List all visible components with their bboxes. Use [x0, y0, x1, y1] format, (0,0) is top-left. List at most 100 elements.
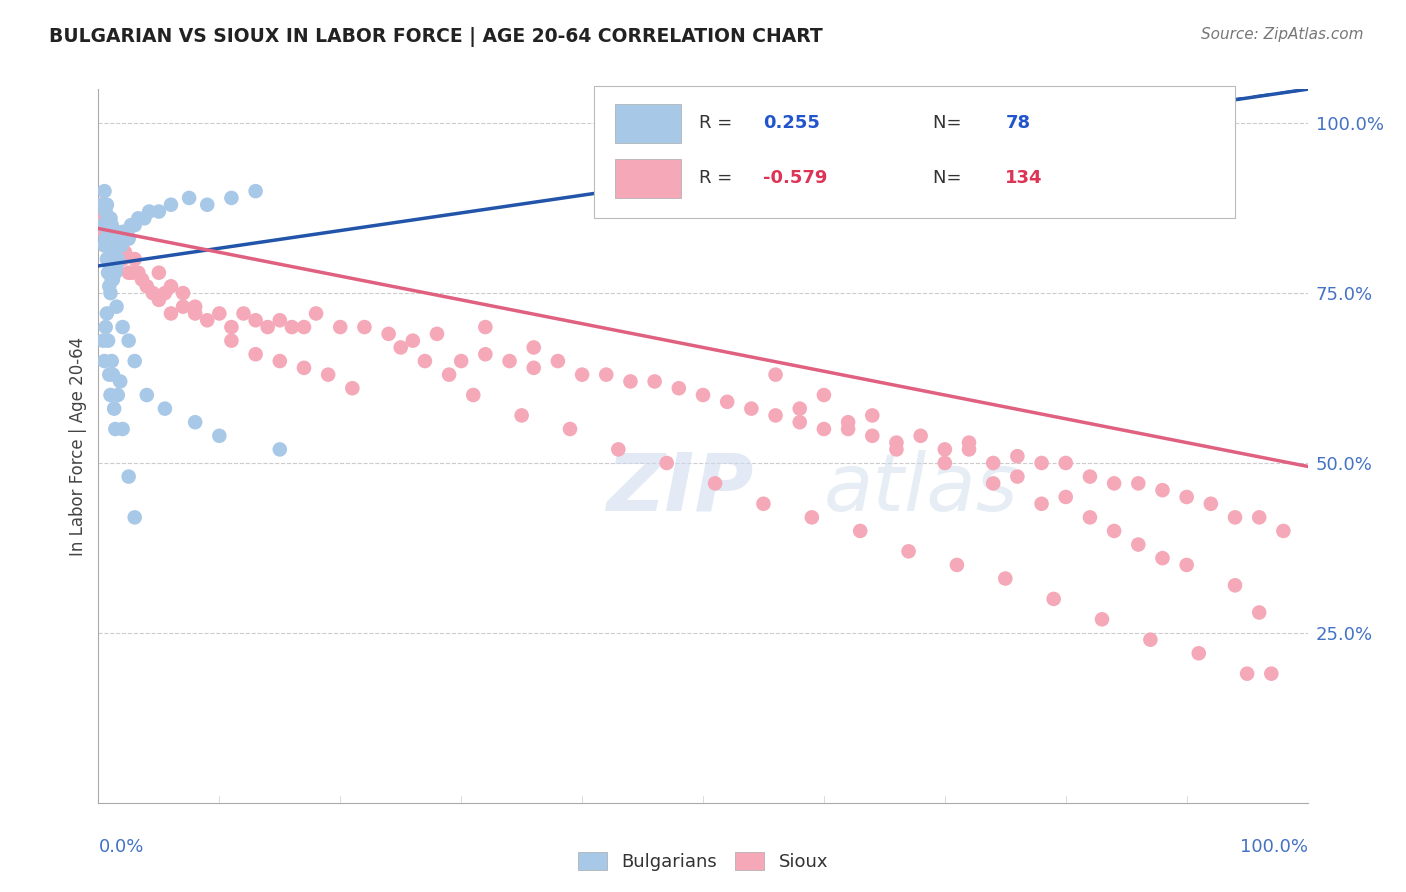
Point: [91, 198, 114, 212]
Point: [127, 266, 149, 280]
Point: [1054, 490, 1077, 504]
Point: [1188, 646, 1211, 660]
Point: [96, 252, 118, 266]
FancyBboxPatch shape: [614, 159, 682, 198]
Point: [1236, 666, 1258, 681]
Text: 134: 134: [1005, 169, 1043, 187]
Point: [377, 326, 399, 341]
Point: [316, 368, 339, 382]
Point: [148, 293, 170, 307]
Point: [245, 347, 267, 361]
Point: [120, 218, 142, 232]
Text: atlas: atlas: [824, 450, 1019, 528]
Text: 0.0%: 0.0%: [98, 838, 143, 856]
Point: [103, 259, 125, 273]
Point: [124, 510, 146, 524]
Text: 100.0%: 100.0%: [1240, 838, 1308, 856]
Point: [957, 435, 980, 450]
Point: [115, 232, 138, 246]
Point: [474, 347, 496, 361]
Text: 0.255: 0.255: [763, 114, 820, 132]
Point: [100, 238, 122, 252]
Point: [655, 456, 678, 470]
Point: [93, 354, 115, 368]
Point: [103, 232, 125, 246]
Point: [1260, 666, 1282, 681]
Y-axis label: In Labor Force | Age 20-64: In Labor Force | Age 20-64: [69, 336, 87, 556]
Point: [837, 422, 859, 436]
Point: [474, 320, 496, 334]
Point: [124, 354, 146, 368]
Point: [91, 218, 114, 232]
Point: [96, 238, 118, 252]
Point: [1223, 578, 1246, 592]
Point: [860, 429, 883, 443]
Point: [97, 238, 120, 252]
Point: [981, 476, 1004, 491]
Point: [101, 272, 124, 286]
Point: [994, 572, 1017, 586]
Point: [96, 218, 118, 232]
Point: [160, 306, 183, 320]
Point: [111, 422, 134, 436]
Point: [105, 238, 128, 252]
Point: [103, 245, 125, 260]
Point: [1199, 497, 1222, 511]
Text: BULGARIAN VS SIOUX IN LABOR FORCE | AGE 20-64 CORRELATION CHART: BULGARIAN VS SIOUX IN LABOR FORCE | AGE …: [49, 27, 823, 46]
Text: 78: 78: [1005, 114, 1031, 132]
Point: [837, 415, 859, 429]
Text: R =: R =: [699, 169, 738, 187]
Point: [160, 279, 183, 293]
Point: [117, 225, 139, 239]
Point: [91, 218, 114, 232]
Point: [108, 238, 131, 252]
FancyBboxPatch shape: [614, 103, 682, 143]
Point: [523, 360, 546, 375]
Point: [305, 306, 328, 320]
Point: [94, 232, 117, 246]
Point: [1078, 510, 1101, 524]
Point: [172, 300, 194, 314]
Point: [245, 184, 267, 198]
Point: [1249, 510, 1271, 524]
Point: [135, 279, 157, 293]
Point: [692, 388, 714, 402]
Point: [104, 422, 127, 436]
Point: [221, 191, 243, 205]
Point: [101, 368, 124, 382]
Point: [142, 286, 165, 301]
Point: [111, 252, 134, 266]
Point: [957, 442, 980, 457]
Point: [100, 211, 122, 226]
Point: [148, 204, 170, 219]
Point: [97, 266, 120, 280]
Point: [1042, 591, 1064, 606]
Point: [342, 381, 364, 395]
Point: [118, 232, 141, 246]
Point: [450, 354, 472, 368]
Point: [108, 238, 131, 252]
Point: [1102, 524, 1125, 538]
Point: [1152, 551, 1174, 566]
Point: [98, 279, 121, 293]
Point: [124, 218, 146, 232]
Text: Source: ZipAtlas.com: Source: ZipAtlas.com: [1201, 27, 1364, 42]
Point: [121, 266, 143, 280]
Point: [107, 252, 129, 266]
Point: [789, 401, 811, 416]
Point: [1102, 476, 1125, 491]
Point: [232, 306, 254, 320]
Point: [112, 232, 135, 246]
Point: [94, 204, 117, 219]
Legend: Bulgarians, Sioux: Bulgarians, Sioux: [571, 845, 835, 879]
Point: [107, 232, 129, 246]
Point: [184, 300, 207, 314]
Point: [104, 238, 127, 252]
Point: [644, 375, 666, 389]
Point: [1078, 469, 1101, 483]
Text: -0.579: -0.579: [763, 169, 828, 187]
Point: [114, 225, 136, 239]
Text: N=: N=: [932, 169, 967, 187]
Point: [98, 252, 121, 266]
Point: [111, 320, 134, 334]
